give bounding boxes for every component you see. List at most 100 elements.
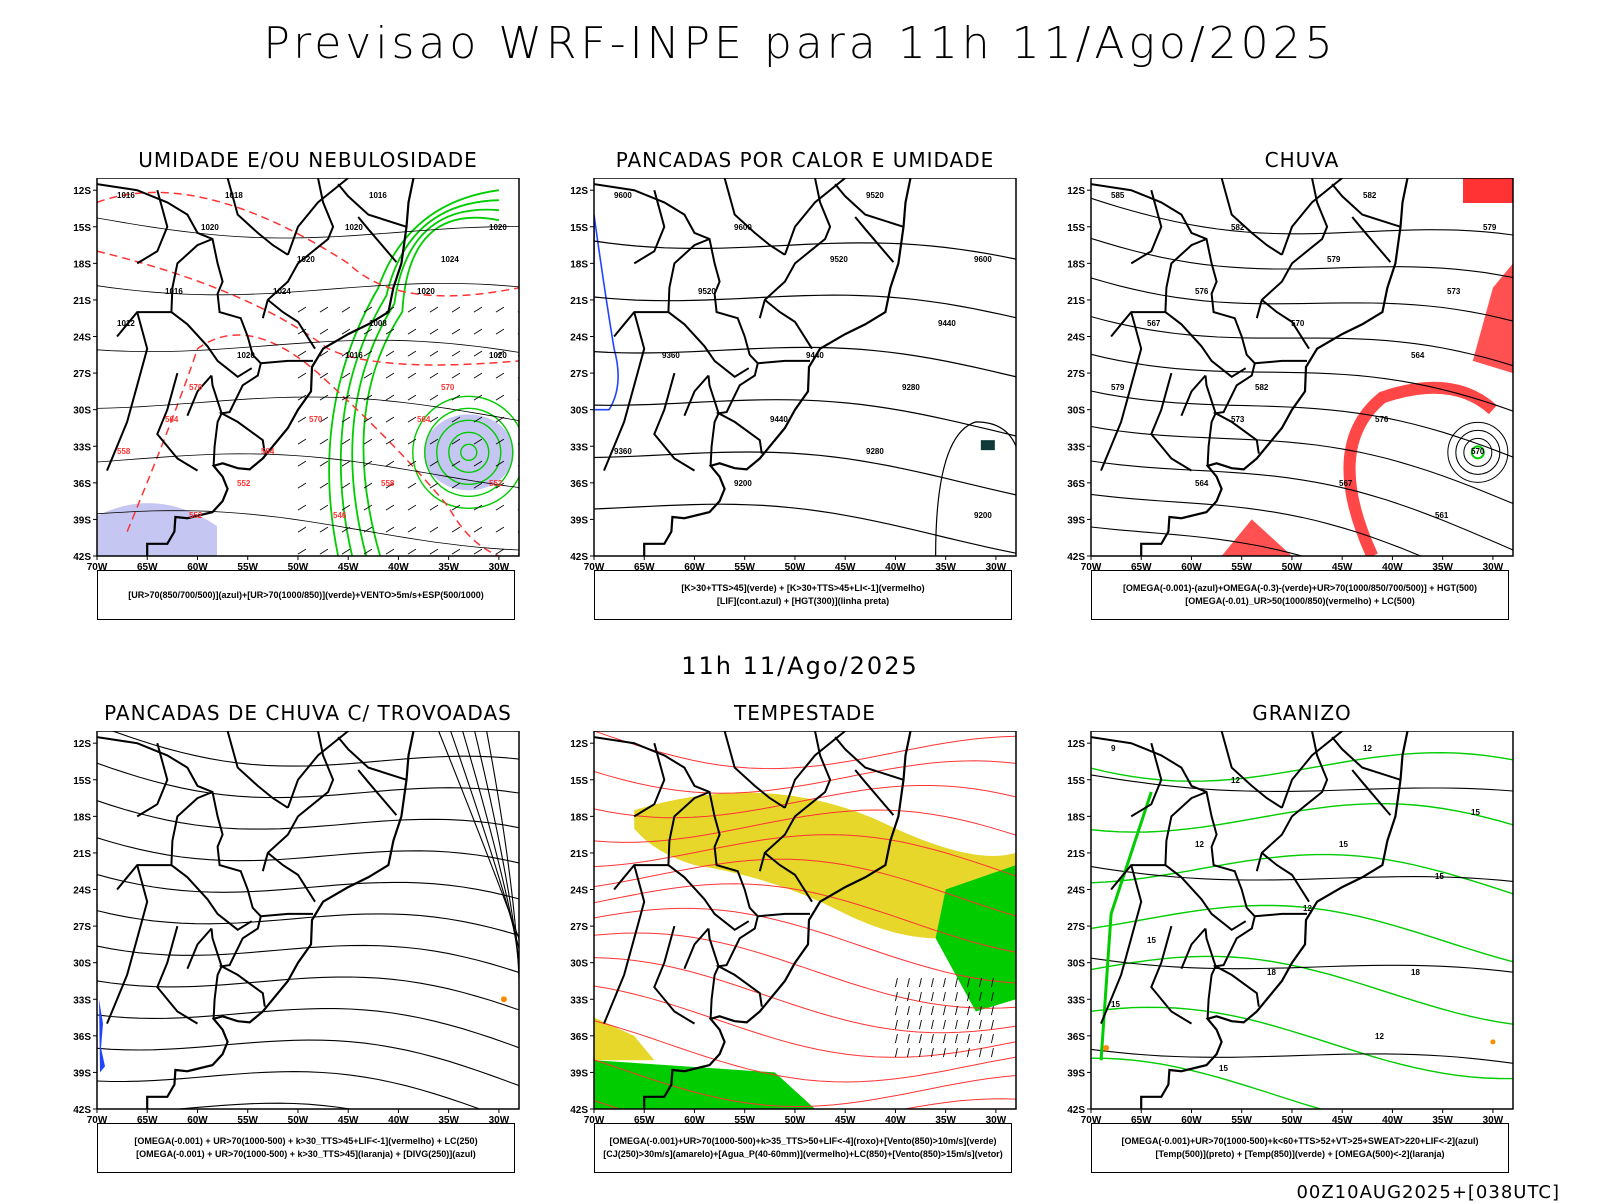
legend-line: [CJ(250)>30m/s](amarelo)+[Agua_P(40-60mm…: [603, 1149, 1003, 1159]
lon-label: 60W: [187, 562, 208, 573]
lat-label: 24S: [73, 333, 91, 344]
wind-vector: [319, 328, 329, 335]
contour-label: 9360: [662, 351, 680, 360]
wind-vector: [385, 548, 395, 555]
political-border: [594, 736, 763, 1007]
lat-label: 21S: [570, 849, 588, 860]
wind-vector: [918, 1047, 922, 1058]
political-border: [834, 183, 904, 228]
legend-storm: [OMEGA(-0.001)+UR>70(1000-500)+k>35_TTS>…: [594, 1123, 1012, 1173]
wind-vector: [906, 1033, 910, 1044]
lon-label: 50W: [288, 1115, 309, 1126]
lon-label: 55W: [237, 1115, 258, 1126]
legend-hail: [OMEGA(-0.001)+UR>70(1000-500)+k<60+TTS>…: [1091, 1123, 1509, 1173]
wind-vector: [407, 548, 417, 555]
contour-label: 579: [1483, 223, 1497, 232]
streamline-850: [594, 858, 1016, 917]
political-border: [136, 742, 169, 818]
wind-vector: [966, 1005, 970, 1016]
lat-label: 33S: [570, 442, 588, 453]
political-border: [1255, 731, 1329, 872]
political-border: [603, 864, 646, 1024]
contour-label: 1016: [117, 191, 135, 200]
wind-vector: [385, 460, 395, 467]
wind-vector: [451, 416, 461, 423]
political-border: [783, 178, 846, 256]
contour-label: 1020: [237, 351, 255, 360]
legend-line: [UR>70(850/700/500)](azul)+[UR>70(1000/8…: [128, 589, 484, 600]
contour-label: 9520: [830, 255, 848, 264]
cyclone-contour: [460, 443, 478, 462]
contour-label: 12: [1303, 904, 1312, 913]
contour-label: 558: [117, 447, 131, 456]
lat-label: 15S: [570, 776, 588, 787]
wind-vector: [363, 328, 373, 335]
contour-label: 570: [1471, 447, 1485, 456]
political-border: [1331, 736, 1401, 781]
cyclone-contour: [412, 395, 519, 510]
contour-label: 573: [1231, 415, 1245, 424]
political-border: [603, 311, 646, 471]
main-title: Previsao WRF-INPE para 11h 11/Ago/2025: [263, 18, 1337, 69]
lat-label: 27S: [73, 369, 91, 380]
contour-label: 9600: [734, 223, 752, 232]
legend-line: [K>30+TTS>45](verde) + [K>30+TTS>45+LI<-…: [681, 583, 925, 593]
jet-area-yellow: [594, 1017, 655, 1061]
political-border: [1261, 852, 1310, 903]
legend-line: [OMEGA(-0.001) + UR>70(1000-500) + k>30_…: [136, 1149, 476, 1159]
wind-vector: [906, 1005, 910, 1016]
lon-label: 65W: [137, 1115, 158, 1126]
contour-label: 9360: [614, 447, 632, 456]
run-timestamp: 00Z10AUG2025+[038UTC]: [1296, 1182, 1560, 1203]
streamline-250: [97, 873, 519, 900]
political-border: [854, 216, 895, 263]
political-border: [170, 311, 253, 379]
contour-label: 1016: [345, 351, 363, 360]
wind-vector: [930, 991, 934, 1002]
legend-line: [OMEGA(-0.001)+UR>70(1000-500)+k<60+TTS>…: [1121, 1136, 1479, 1146]
contour-label: 1024: [273, 287, 291, 296]
political-border: [1180, 927, 1207, 970]
political-border: [261, 731, 335, 872]
lon-label: 70W: [1081, 562, 1102, 573]
hgt500-contour: [1091, 526, 1304, 556]
wind-vector: [495, 328, 505, 335]
wind-vector: [319, 394, 329, 401]
rain-area-red: [1221, 519, 1292, 556]
lat-label: 15S: [1067, 223, 1085, 234]
contour-label: 582: [1231, 223, 1245, 232]
lat-label: 12S: [1067, 739, 1085, 750]
cyclone-contour: [424, 407, 514, 498]
wind850-area-green: [935, 865, 1016, 1012]
legend-line: [Temp(500)](preto) + [Temp(850)](verde) …: [1155, 1149, 1445, 1159]
lat-label: 39S: [1067, 515, 1085, 526]
lon-label: 35W: [1432, 1115, 1453, 1126]
political-border: [1204, 375, 1217, 414]
streamline-250: [486, 731, 519, 979]
lon-label: 45W: [1332, 562, 1353, 573]
streamline-250: [97, 976, 519, 1011]
political-border: [357, 216, 398, 263]
wind-vector: [407, 306, 417, 313]
lat-label: 12S: [570, 186, 588, 197]
map-content: 585 582 582 579 579 576 573 570 567 564 582 579 576 5…: [1091, 178, 1513, 556]
lat-label: 30S: [570, 406, 588, 417]
lon-label: 65W: [1131, 562, 1152, 573]
lon-label: 40W: [1382, 1115, 1403, 1126]
lat-label: 42S: [73, 1105, 91, 1116]
lon-label: 35W: [935, 1115, 956, 1126]
map-heat-showers: 9600 9520 9600 9600 9520 9520 9440 9440 9360 9280…: [570, 178, 1017, 573]
lon-label: 65W: [137, 562, 158, 573]
wind-vector: [451, 504, 461, 511]
pressure-isobar: [97, 283, 519, 296]
lifted-index-contour: [594, 214, 619, 411]
lat-label: 24S: [570, 333, 588, 344]
lon-label: 40W: [885, 1115, 906, 1126]
wind-vector: [429, 416, 439, 423]
contour-label: 1016: [165, 287, 183, 296]
political-border: [116, 238, 213, 338]
coastline: [643, 178, 912, 556]
wind-vector: [341, 460, 351, 467]
wind-vector: [297, 350, 307, 357]
wind-vector: [942, 1047, 946, 1058]
